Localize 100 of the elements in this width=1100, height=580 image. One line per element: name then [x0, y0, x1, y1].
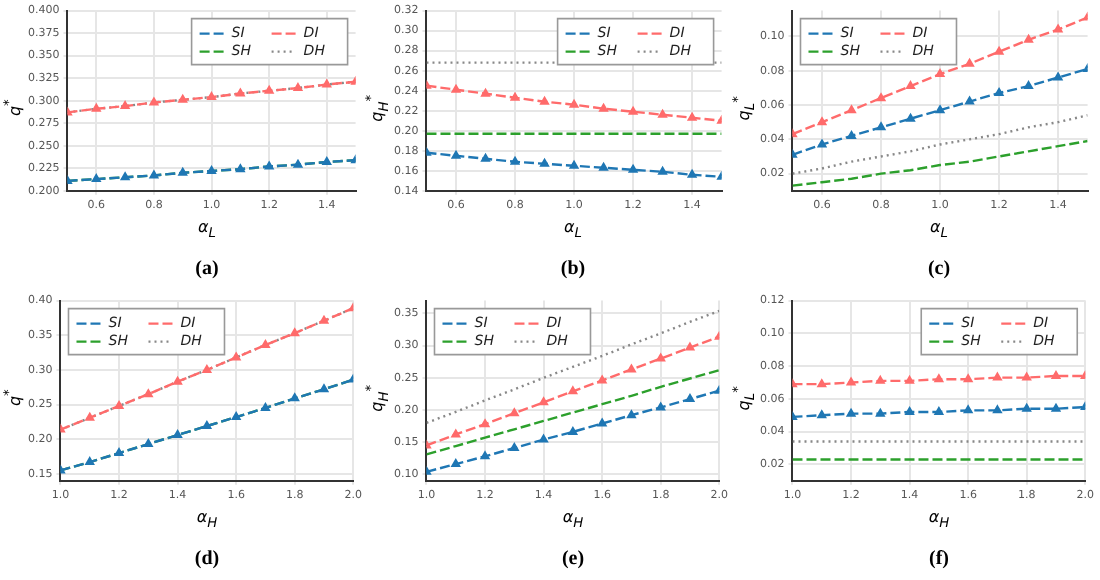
point — [202, 365, 212, 373]
point — [1051, 371, 1061, 379]
point — [656, 353, 666, 362]
line-series — [792, 12, 1088, 138]
point — [934, 374, 944, 383]
point — [597, 418, 607, 427]
point — [847, 131, 856, 139]
line-series — [426, 147, 722, 180]
x-axis-title: α$_{L}$ — [196, 216, 218, 246]
point — [322, 157, 332, 165]
point — [1024, 34, 1033, 43]
point — [846, 377, 856, 386]
point — [540, 158, 549, 167]
x-axis-title: α$_{H}$ — [560, 506, 586, 536]
point — [264, 161, 274, 170]
point — [236, 164, 245, 173]
point — [685, 394, 695, 403]
point — [149, 170, 159, 179]
point — [847, 105, 856, 114]
point — [451, 150, 461, 159]
point — [120, 101, 130, 110]
point — [293, 159, 303, 168]
line-series — [426, 368, 720, 456]
point — [480, 419, 490, 428]
point — [934, 407, 944, 415]
point — [817, 410, 827, 419]
point — [173, 430, 182, 439]
point — [994, 46, 1004, 55]
text: (f) — [927, 547, 951, 570]
line-series — [426, 385, 720, 475]
point — [481, 153, 490, 162]
point — [993, 372, 1002, 381]
point — [178, 95, 188, 103]
point — [876, 408, 885, 417]
point — [451, 84, 461, 93]
line-series — [792, 64, 1088, 158]
text: (b) — [558, 257, 588, 280]
point — [627, 364, 636, 373]
point — [451, 429, 461, 438]
point — [91, 174, 101, 183]
point — [599, 162, 608, 171]
x-axis-title: α$_{H}$ — [926, 506, 952, 536]
point — [85, 457, 95, 466]
point — [231, 412, 241, 421]
point — [144, 389, 153, 398]
point — [993, 405, 1002, 414]
point — [876, 122, 886, 131]
point — [1053, 72, 1063, 81]
point — [480, 451, 490, 460]
text: (a) — [193, 257, 221, 280]
point — [656, 402, 666, 411]
point — [569, 160, 579, 169]
point — [1022, 372, 1032, 381]
line-series — [426, 309, 720, 425]
line-series — [426, 80, 722, 124]
point — [963, 374, 973, 383]
text: (c) — [925, 257, 953, 280]
point — [207, 92, 216, 101]
x-axis-title: α$_{L}$ — [928, 216, 950, 246]
point — [569, 99, 579, 108]
point — [935, 105, 945, 114]
point — [231, 352, 241, 361]
line-series — [792, 139, 1088, 187]
point — [597, 375, 607, 384]
point — [207, 166, 216, 174]
point — [568, 427, 578, 435]
point — [817, 117, 827, 126]
point — [994, 88, 1004, 96]
point — [540, 96, 549, 105]
point — [319, 315, 329, 324]
point — [599, 103, 608, 112]
point — [687, 112, 697, 121]
x-axis-title: α$_{H}$ — [194, 506, 220, 536]
point — [261, 340, 270, 348]
point — [319, 384, 329, 393]
point — [905, 407, 914, 415]
point — [658, 109, 667, 118]
point — [290, 393, 300, 402]
point — [510, 92, 520, 101]
point — [876, 93, 886, 102]
point — [114, 401, 124, 409]
point — [85, 412, 95, 421]
point — [965, 96, 974, 105]
point — [149, 97, 159, 106]
point — [628, 164, 638, 173]
point — [481, 88, 490, 97]
point — [510, 156, 520, 165]
point — [91, 104, 101, 112]
point — [1053, 24, 1063, 33]
point — [628, 106, 638, 115]
point — [658, 166, 667, 175]
point — [120, 172, 130, 181]
point — [1051, 403, 1061, 412]
text: (e) — [559, 547, 587, 570]
point — [685, 342, 695, 351]
point — [322, 79, 332, 88]
point — [173, 376, 182, 385]
point — [510, 408, 519, 417]
point — [539, 397, 548, 406]
line-series — [792, 114, 1088, 175]
